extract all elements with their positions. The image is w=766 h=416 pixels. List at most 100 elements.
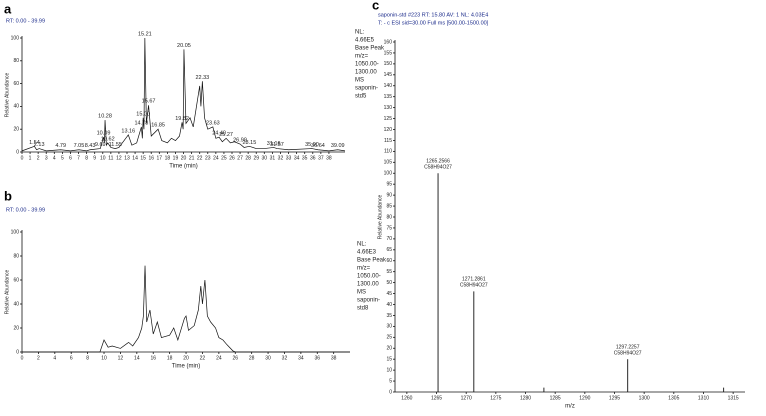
x-tick-label: 8 [85, 155, 88, 161]
note: 1050.00- [355, 62, 379, 68]
x-tick-label: 12 [118, 355, 124, 361]
header: saponin-std #223 RT: 15.80 AV: 1 NL: 4.0… [378, 12, 488, 18]
peak-label: 10.09 [97, 131, 111, 137]
x-tick-label: 1265 [431, 395, 442, 401]
x-tick-label: 29 [253, 155, 259, 161]
x-tick-label: 36 [314, 355, 320, 361]
y-tick-label: 35 [386, 313, 392, 319]
y-tick-label: 85 [386, 203, 392, 209]
x-tick-label: 37 [318, 155, 324, 161]
note: 1050.00- [357, 274, 381, 280]
x-tick-label: 19 [173, 155, 179, 161]
peak-label: 23.63 [206, 120, 220, 126]
y-tick-label: 100 [384, 171, 393, 177]
x-tick-label: 20 [181, 155, 187, 161]
x-tick-label: 1270 [461, 395, 472, 401]
note: std8 [357, 306, 369, 312]
x-tick-label: 1300 [639, 395, 650, 401]
peak-label: 9.69 [95, 142, 106, 148]
panel-letter: a [4, 1, 12, 16]
panel-letter: b [4, 188, 12, 203]
note: saponin- [355, 86, 378, 92]
note: 4.66E3 [357, 250, 377, 256]
x-tick-label: 10 [100, 155, 106, 161]
x-tick-label: 11 [108, 155, 113, 161]
x-tick-label: 1 [29, 155, 32, 161]
x-tick-label: 18 [165, 155, 171, 161]
peak-label: 16.85 [151, 123, 165, 129]
y-tick-label: 120 [384, 127, 393, 133]
peak-label: 31.57 [270, 142, 284, 148]
x-tick-label: 22 [200, 355, 206, 361]
y-tick-label: 30 [386, 324, 392, 330]
y-tick-label: 115 [384, 138, 392, 144]
peak-label: 2.13 [34, 142, 45, 148]
note: NL: [357, 242, 367, 248]
y-tick-label: 50 [386, 280, 392, 286]
y-tick-label: 110 [384, 149, 392, 155]
y-tick-label: 160 [384, 39, 393, 45]
x-tick-label: 1280 [520, 395, 531, 401]
y-tick-label: 5 [389, 378, 392, 384]
peak-label: 14.78 [134, 120, 148, 126]
x-tick-label: 15 [140, 155, 146, 161]
x-axis-label: m/z [565, 404, 575, 410]
peak-label: 8.43 [85, 143, 96, 149]
x-tick-label: 7 [77, 155, 80, 161]
y-tick-label: 20 [386, 346, 392, 352]
x-tick-label: 13 [124, 155, 130, 161]
y-axis-label: Relative Abundance [4, 270, 10, 315]
x-tick-label: 6 [69, 155, 72, 161]
peak-label: 15.00 [136, 111, 150, 117]
note: 4.66E5 [355, 38, 375, 44]
x-tick-label: 38 [331, 355, 337, 361]
note: m/z= [357, 266, 371, 272]
peak-label: 20.05 [177, 43, 191, 49]
peak-label: 1265.2566 [426, 159, 450, 165]
peak-label: 31.16 [267, 141, 281, 147]
x-axis-label: Time (min) [169, 164, 197, 170]
note: saponin- [357, 298, 380, 304]
y-tick-label: 100 [11, 229, 20, 235]
x-tick-label: 1310 [698, 395, 709, 401]
x-tick-label: 22 [197, 155, 203, 161]
peak-label: 13.16 [121, 128, 135, 134]
y-axis-label: Relative Abundance [4, 73, 10, 118]
y-tick-label: 105 [384, 160, 393, 166]
x-tick-label: 14 [132, 155, 138, 161]
note: Base Peak [357, 258, 387, 264]
x-tick-label: 28 [249, 355, 255, 361]
x-tick-label: 35 [302, 155, 308, 161]
x-tick-label: 24 [216, 355, 222, 361]
note: MS [355, 78, 364, 84]
peak-label: 28.15 [242, 140, 256, 146]
x-tick-label: 18 [167, 355, 173, 361]
y-tick-label: 135 [384, 94, 393, 100]
y-tick-label: 80 [13, 253, 19, 259]
header: RT: 0.00 - 39.99 [6, 207, 45, 213]
y-tick-label: 75 [386, 225, 392, 231]
peak-label: 11.55 [109, 142, 122, 148]
note: 1300.00 [355, 70, 377, 76]
x-tick-label: 30 [262, 155, 268, 161]
peak-label: 10.28 [98, 114, 112, 120]
y-tick-label: 25 [386, 335, 392, 341]
y-tick-label: 80 [386, 214, 392, 220]
peak-label: 35.90 [305, 142, 319, 148]
peak-label: 36.64 [311, 143, 325, 149]
x-tick-label: 16 [148, 155, 154, 161]
peak-label: 15.67 [142, 99, 156, 105]
x-tick-label: 5 [61, 155, 64, 161]
header: T: - c ESI sid=30.00 Full ms [500.00-150… [378, 20, 489, 26]
x-tick-label: 25 [221, 155, 227, 161]
x-tick-label: 6 [70, 355, 73, 361]
peak-label: 24.40 [212, 131, 226, 137]
y-tick-label: 0 [389, 389, 392, 395]
peak-label: 15.21 [138, 31, 152, 37]
x-tick-label: 14 [134, 355, 140, 361]
peak-label: 26.99 [233, 137, 247, 143]
peak-label: 19.82 [175, 116, 189, 122]
x-tick-label: 34 [298, 355, 304, 361]
note: 1300.00 [357, 282, 379, 288]
